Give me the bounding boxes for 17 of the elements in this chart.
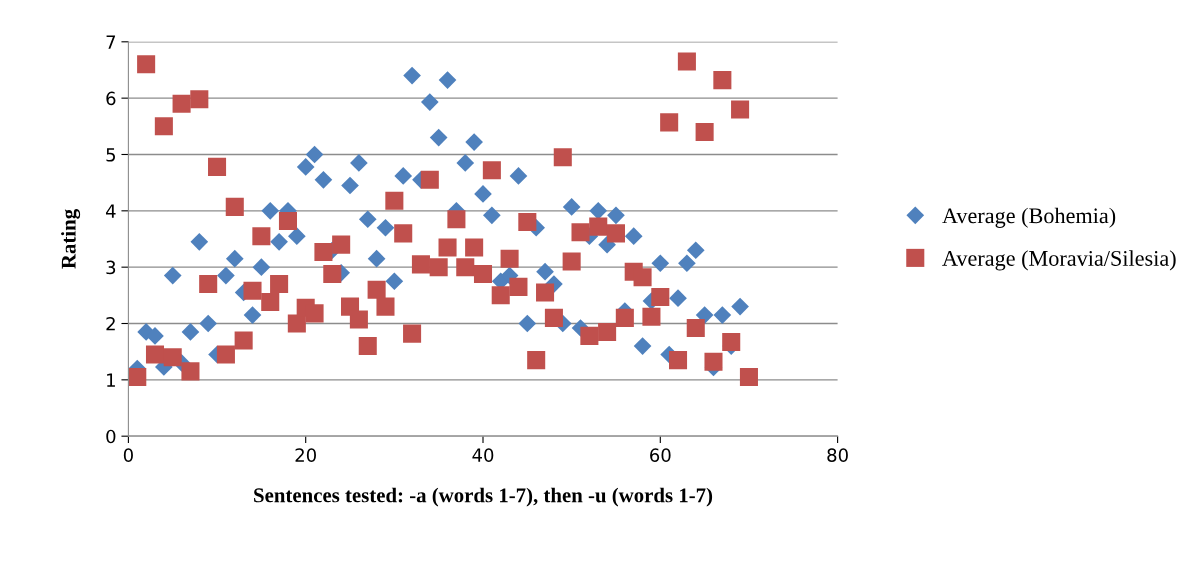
x-tick-label: 80 [827,448,848,462]
y-tick-label: 0 [106,429,116,444]
legend-label: Average (Bohemia) [942,207,1116,228]
legend-label: Average (Moravia/Silesia) [942,250,1176,271]
x-tick-label: 60 [650,448,671,462]
y-axis-title: Rating [61,209,81,269]
x-axis-title: Sentences tested: -a (words 1-7), then -u (words 1-7) [254,487,713,507]
y-tick-label: 2 [106,316,115,331]
y-tick-label: 4 [105,204,116,218]
y-tick-label: 1 [107,373,115,387]
y-tick-label: 7 [106,35,116,49]
x-tick-label: 20 [295,448,316,462]
x-tick-label: 40 [472,448,494,462]
y-tick-label: 3 [106,260,116,275]
y-tick-label: 5 [106,148,116,162]
y-tick-label: 6 [106,91,116,106]
x-tick-label: 0 [123,448,133,462]
